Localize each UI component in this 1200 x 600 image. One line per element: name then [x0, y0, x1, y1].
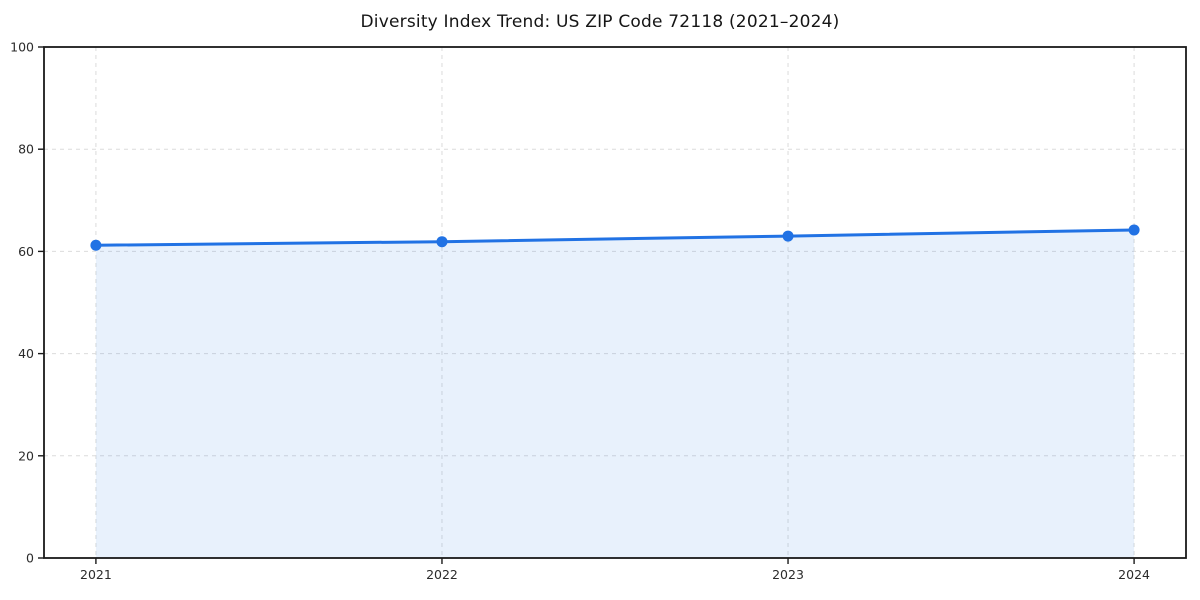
area-fill: [95, 229, 1135, 559]
x-tick-label: 2024: [1118, 567, 1150, 582]
plot-border: [43, 46, 1187, 559]
data-point-2021: [90, 239, 102, 251]
y-tick-label: 40: [18, 346, 34, 361]
y-tick-label: 20: [18, 448, 34, 463]
data-point-2024: [1128, 224, 1140, 236]
chart-title: Diversity Index Trend: US ZIP Code 72118…: [360, 12, 840, 32]
x-tick-label: 2023: [772, 567, 804, 582]
x-tick-label: 2021: [80, 567, 112, 582]
x-tick-label: 2022: [426, 567, 458, 582]
data-point-2022: [436, 236, 448, 248]
data-point-2023: [782, 230, 794, 242]
y-tick-label: 60: [18, 244, 34, 259]
trend-line: [94, 228, 1136, 247]
y-tick-label: 0: [26, 551, 34, 566]
y-tick-label: 100: [10, 40, 34, 55]
y-tick-label: 80: [18, 142, 34, 157]
